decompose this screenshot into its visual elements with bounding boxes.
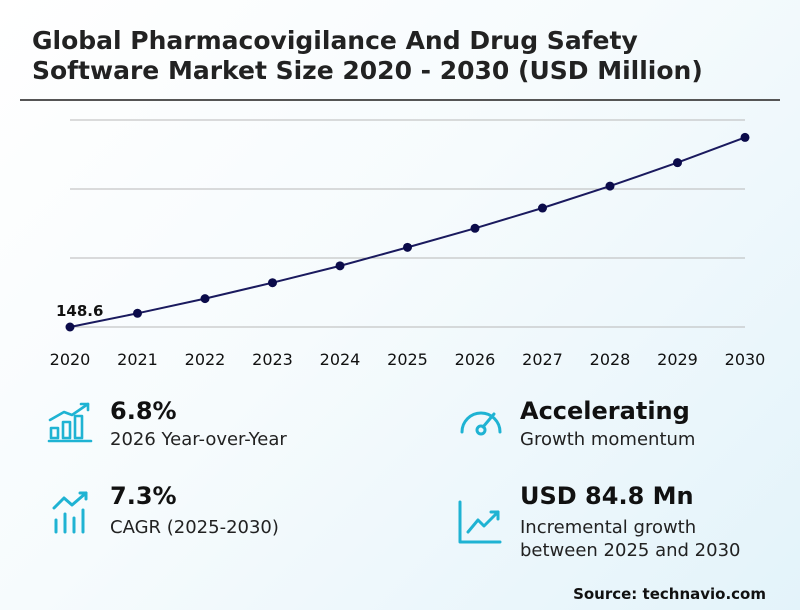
stat-yoy-value: 6.8% [110,397,177,425]
data-point-2030 [740,132,750,142]
speedometer-icon [460,411,502,436]
x-tick-label-2023: 2023 [252,350,293,369]
stat-incremental-label-line-1: Incremental growth [520,517,697,538]
stat-incremental-label-line-2: between 2025 and 2030 [520,540,741,561]
title-divider [20,99,780,101]
data-point-2029 [673,158,682,168]
line-chart: 2020 2021 2022 2023 2024 2025 2026 2027 2028 2029… [50,119,766,369]
x-tick-label-2026: 2026 [455,350,496,369]
x-tick-label-2027: 2027 [522,350,563,369]
x-tick-label-2029: 2029 [657,350,698,369]
line-growth-icon [458,500,502,544]
stat-cagr-label: CAGR (2025-2030) [110,517,279,538]
data-point-2027 [538,203,547,213]
data-point-2024 [335,261,345,271]
x-tick-label-2021: 2021 [117,350,158,369]
stat-momentum-value: Accelerating [520,397,690,425]
stat-cagr-value: 7.3% [110,482,177,510]
x-tick-label-2022: 2022 [185,350,226,369]
data-point-2022 [200,294,210,304]
x-tick-label-2020: 2020 [50,350,91,369]
trend-bars-icon [52,491,88,534]
stat-momentum-label: Growth momentum [520,429,696,450]
stat-yoy-label: 2026 Year-over-Year [110,429,287,450]
chart-title: Global Pharmacovigilance And Drug Safety… [32,26,703,85]
data-point-2028 [605,181,615,191]
data-point-2020 [65,322,75,332]
data-point-2023 [268,278,277,288]
source-credit: Source: technavio.com [573,585,766,603]
data-point-2021 [133,308,142,318]
x-tick-label-2028: 2028 [590,350,631,369]
x-tick-label-2030: 2030 [725,350,766,369]
data-point-2025 [403,242,412,252]
data-point-2026 [470,223,480,233]
stat-incremental-value: USD 84.8 Mn [520,482,694,510]
x-tick-label-2024: 2024 [320,350,361,369]
data-label-2020: 148.6 [56,302,103,320]
x-tick-label-2025: 2025 [387,350,428,369]
bar-chart-growth-icon [47,402,93,443]
series-line [69,136,746,328]
